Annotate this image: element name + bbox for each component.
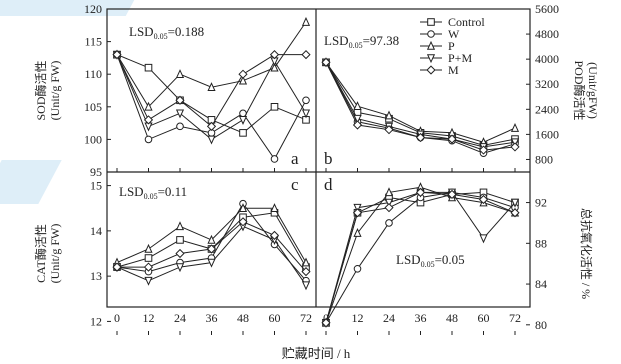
y-axis-label: (Unit/gFW) — [586, 62, 600, 119]
panel-letter: c — [291, 175, 299, 194]
y-axis-label: POD酶活性 — [572, 60, 587, 120]
y-tick-label: 110 — [84, 67, 102, 81]
legend-item: M — [420, 63, 459, 77]
panel-a: 95 100 105 110 115 120 SOD酶活性 (Unit/g FW) LSD0.0… — [33, 2, 310, 179]
legend-item: P+M — [420, 51, 472, 65]
data-point — [303, 18, 310, 25]
panel-letter: b — [324, 149, 333, 168]
y-tick-label: 100 — [84, 132, 102, 146]
lsd-annotation: LSD0.05=0.188 — [129, 24, 204, 41]
y-axis-label: 总抗氧化活性 / % — [579, 208, 594, 299]
x-tick-label: 48 — [237, 311, 249, 325]
x-tick-label: 0 — [114, 311, 120, 325]
x-tick-label: 24 — [174, 311, 186, 325]
y-tick-label: 92 — [535, 196, 547, 210]
data-point — [177, 123, 184, 130]
data-point — [177, 110, 184, 117]
y-tick-label: 80 — [535, 318, 547, 332]
y-tick-label: 14 — [90, 224, 102, 238]
x-tick-label: 12 — [352, 311, 364, 325]
y-tick-label: 5600 — [535, 2, 559, 16]
panel-letter: a — [291, 149, 299, 168]
data-point — [386, 220, 393, 227]
data-point — [208, 136, 215, 143]
y-tick-label: 4000 — [535, 52, 559, 66]
y-tick-label: 800 — [535, 152, 553, 166]
panel-d: 808488920122436486072总抗氧化活性 / %LSD0.05=0… — [322, 175, 594, 335]
x-tick-label: 36 — [415, 311, 427, 325]
y-tick-label: 15 — [90, 179, 102, 193]
data-point — [145, 255, 152, 262]
y-tick-label: 115 — [84, 35, 102, 49]
legend-marker — [427, 66, 435, 74]
legend-marker — [428, 31, 435, 38]
data-point — [512, 124, 519, 131]
data-point — [239, 70, 247, 78]
data-point — [354, 265, 361, 272]
legend-label: M — [448, 63, 459, 77]
data-point — [303, 282, 310, 289]
data-point — [385, 204, 393, 212]
x-tick-label: 36 — [206, 311, 218, 325]
data-point — [271, 156, 278, 163]
data-point — [303, 97, 310, 104]
data-point — [145, 64, 152, 71]
y-axis-label: SOD酶活性 — [33, 60, 48, 120]
y-tick-label: 1600 — [535, 127, 559, 141]
y-axis-label: (Unit/g FW) — [48, 224, 62, 284]
data-point — [145, 245, 152, 252]
y-axis-label: (Unit/g FW) — [48, 61, 62, 121]
y-tick-label: 3200 — [535, 77, 559, 91]
data-point — [176, 250, 184, 258]
x-tick-label: 60 — [478, 311, 490, 325]
lsd-annotation: LSD0.05=97.38 — [324, 33, 399, 50]
y-tick-label: 120 — [84, 2, 102, 16]
x-tick-label: 72 — [509, 311, 521, 325]
y-tick-label: 84 — [535, 277, 547, 291]
data-point — [240, 117, 247, 124]
data-point — [177, 264, 184, 271]
y-tick-label: 13 — [90, 269, 102, 283]
y-tick-label: 95 — [90, 165, 102, 179]
data-point — [302, 51, 310, 59]
y-tick-label: 105 — [84, 100, 102, 114]
y-tick-label: 88 — [535, 236, 547, 250]
x-tick-label: 48 — [446, 311, 458, 325]
panel-c: 12 13 14 15 0 12 24 36 48 60 72 CAT酶活性 (Unit/g FW) LS… — [33, 175, 312, 335]
data-point — [271, 104, 278, 111]
data-point — [240, 130, 247, 137]
data-point — [145, 277, 152, 284]
lsd-annotation: LSD0.05=0.11 — [119, 184, 187, 201]
x-axis-label: 贮藏时间 / h — [282, 346, 351, 361]
lsd-annotation: LSD0.05=0.05 — [396, 252, 465, 269]
x-tick-label: 24 — [383, 311, 395, 325]
x-tick-label: 12 — [143, 311, 155, 325]
y-tick-label: 12 — [90, 314, 102, 328]
y-tick-label: 2400 — [535, 102, 559, 116]
data-point — [480, 235, 487, 242]
data-point — [145, 136, 152, 143]
data-point — [177, 222, 184, 229]
x-tick-label: 60 — [269, 311, 281, 325]
legend-marker — [428, 19, 435, 26]
y-axis-label: CAT酶活性 — [33, 224, 48, 283]
data-point — [177, 70, 184, 77]
panel-letter: d — [324, 175, 333, 194]
y-tick-label: 4800 — [535, 27, 559, 41]
x-tick-label: 72 — [300, 311, 312, 325]
data-point — [177, 237, 184, 244]
